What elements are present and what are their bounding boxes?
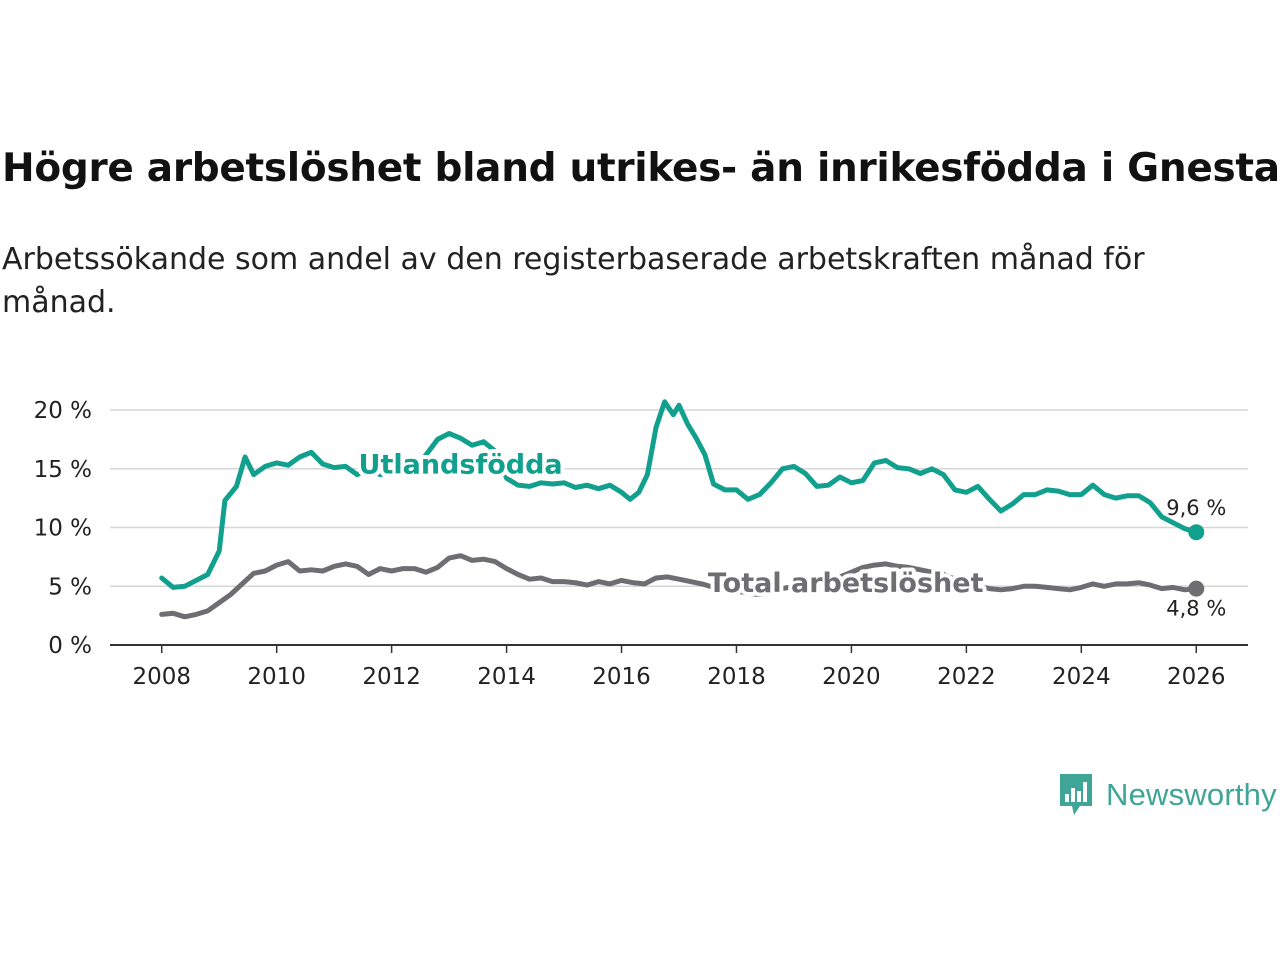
y-tick-label: 10 %	[34, 516, 92, 542]
x-tick-label: 2022	[937, 664, 996, 690]
x-tick-label: 2008	[132, 664, 191, 690]
end-point-total	[1188, 580, 1205, 597]
gridlines	[110, 409, 1248, 646]
x-tick-label: 2018	[707, 664, 766, 690]
series-label-total: Total arbetslöshet	[708, 568, 984, 599]
end-label-total: 4,8 %	[1166, 597, 1226, 621]
y-tick-label: 5 %	[48, 574, 92, 600]
newsworthy-logo: Newsworthy	[1058, 772, 1277, 818]
x-tick-label: 2010	[247, 664, 306, 690]
bar-chart-icon	[1060, 774, 1092, 815]
series-lines	[159, 399, 1205, 620]
x-tick-label: 2024	[1052, 664, 1111, 690]
x-tick-label: 2016	[592, 664, 651, 690]
y-tick-label: 20 %	[34, 398, 92, 424]
x-tick-label: 2026	[1167, 664, 1226, 690]
axes: 0 % 5 % 10 % 15 % 20 % 2008 2010 2012 2014 2016 20…	[34, 398, 1226, 690]
end-label-utlandsfodda: 9,6 %	[1166, 496, 1226, 520]
series-line-utlandsfodda	[159, 399, 1199, 590]
line-chart: 0 % 5 % 10 % 15 % 20 % 2008 2010 2012 2014 2016 20…	[34, 398, 1248, 690]
x-tick-label: 2014	[477, 664, 536, 690]
chart-subtitle: Arbetssökande som andel av den registerb…	[2, 242, 1145, 320]
x-tick-label: 2020	[822, 664, 881, 690]
y-tick-label: 15 %	[34, 457, 92, 483]
brand-name: Newsworthy	[1106, 777, 1277, 812]
series-line-total	[159, 553, 1199, 620]
chart-title: Högre arbetslöshet bland utrikes- än inr…	[2, 146, 1280, 191]
series-label-utlandsfodda: Utlandsfödda	[359, 449, 563, 480]
end-point-utlandsfodda	[1188, 524, 1205, 541]
y-tick-label: 0 %	[48, 633, 92, 659]
x-tick-label: 2012	[362, 664, 421, 690]
series-labels: Utlandsfödda Total arbetslöshet 9,6 % 4,8 %	[355, 445, 1227, 621]
